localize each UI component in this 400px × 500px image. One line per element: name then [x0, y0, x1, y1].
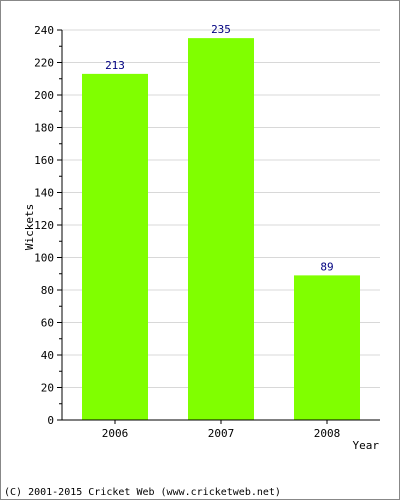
copyright-footer: (C) 2001-2015 Cricket Web (www.cricketwe…	[4, 487, 281, 498]
y-tick-label: 240	[34, 24, 54, 37]
y-tick-label: 200	[34, 89, 54, 102]
y-tick-label: 100	[34, 252, 54, 265]
y-tick-label: 140	[34, 187, 54, 200]
x-tick-label: 2007	[208, 427, 235, 440]
bar-value-label: 235	[211, 23, 231, 36]
y-tick-label: 160	[34, 154, 54, 167]
bar-value-label: 213	[105, 59, 125, 72]
y-axis-label: Wickets	[23, 204, 36, 250]
y-tick-label: 0	[47, 414, 54, 427]
y-axis-ticks: 0 20 40 60 80 100 120 140 160 180 200 220 240	[34, 24, 62, 427]
y-tick-label: 40	[41, 349, 54, 362]
bar	[294, 275, 360, 420]
bar	[188, 38, 254, 420]
y-tick-label: 120	[34, 219, 54, 232]
y-tick-label: 180	[34, 122, 54, 135]
y-tick-label: 20	[41, 382, 54, 395]
x-tick-label: 2008	[314, 427, 341, 440]
x-axis-ticks: 2006 2007 2008	[102, 420, 341, 440]
y-tick-label: 80	[41, 284, 54, 297]
x-tick-label: 2006	[102, 427, 129, 440]
x-axis-label: Year	[353, 439, 380, 452]
y-tick-label: 60	[41, 317, 54, 330]
bar-value-label: 89	[320, 260, 333, 273]
y-tick-label: 220	[34, 57, 54, 70]
data-labels: 213 235 89	[105, 23, 334, 273]
bars	[82, 38, 360, 420]
bar	[82, 73, 148, 420]
